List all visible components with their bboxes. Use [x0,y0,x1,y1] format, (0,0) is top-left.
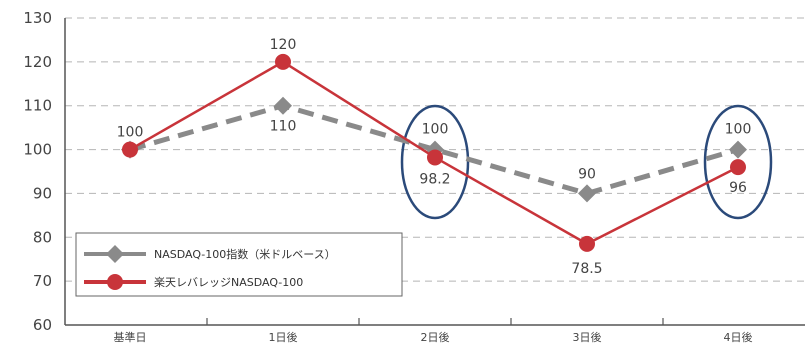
legend-label-rakuten: 楽天レバレッジNASDAQ-100 [154,276,303,289]
highlight-ellipse [400,104,470,220]
highlight-ellipse [703,104,773,220]
legend-label-nasdaq: NASDAQ-100指数（米ドルベース） [154,247,336,261]
x-tick-label: 1日後 [269,330,298,343]
y-tick-label: 100 [23,141,52,159]
legend-marker-rakuten [107,274,123,290]
data-label-rakuten: 120 [270,37,297,53]
data-label-rakuten: 78.5 [571,261,602,277]
data-point-nasdaq [729,140,747,159]
x-tick-labels: 基準日 1日後 2日後 3日後 4日後 [114,330,753,343]
data-labels: 100 110 100 90 100 120 98.2 78.5 96 [117,37,752,277]
y-tick-labels: 60 70 80 90 100 110 120 130 [23,9,52,334]
data-label-nasdaq: 110 [270,119,297,135]
x-tick-label: 3日後 [573,330,602,343]
series-lines [121,53,747,252]
y-tick-label: 80 [33,228,52,246]
y-tick-label: 60 [33,316,52,334]
data-point-rakuten [579,235,595,252]
data-point-rakuten [730,159,746,176]
data-point-nasdaq [274,96,292,115]
series-line-nasdaq [129,103,739,196]
data-label-nasdaq: 90 [578,166,596,182]
x-tick-label: 4日後 [724,330,753,343]
y-tick-label: 70 [33,272,52,290]
axes [64,18,805,326]
y-tick-label: 120 [23,53,52,71]
data-label-rakuten: 98.2 [419,171,450,187]
x-tick-label: 基準日 [114,330,147,343]
data-point-rakuten [275,53,291,70]
highlight-ellipses [400,104,773,220]
legend-box [75,232,403,297]
legend: NASDAQ-100指数（米ドルベース） 楽天レバレッジNASDAQ-100 [75,232,403,297]
x-tick-label: 2日後 [421,330,450,343]
data-label-rakuten: 96 [729,180,747,196]
data-point-nasdaq [578,184,596,203]
data-point-rakuten [427,149,443,166]
y-tick-label: 130 [23,9,52,27]
y-tick-label: 110 [23,97,52,115]
legend-marker-nasdaq [106,245,124,263]
data-label-nasdaq: 100 [422,122,449,138]
y-tick-label: 90 [33,184,52,202]
data-point-rakuten [122,141,138,158]
data-label-nasdaq: 100 [117,125,144,141]
data-label-nasdaq: 100 [725,122,752,138]
